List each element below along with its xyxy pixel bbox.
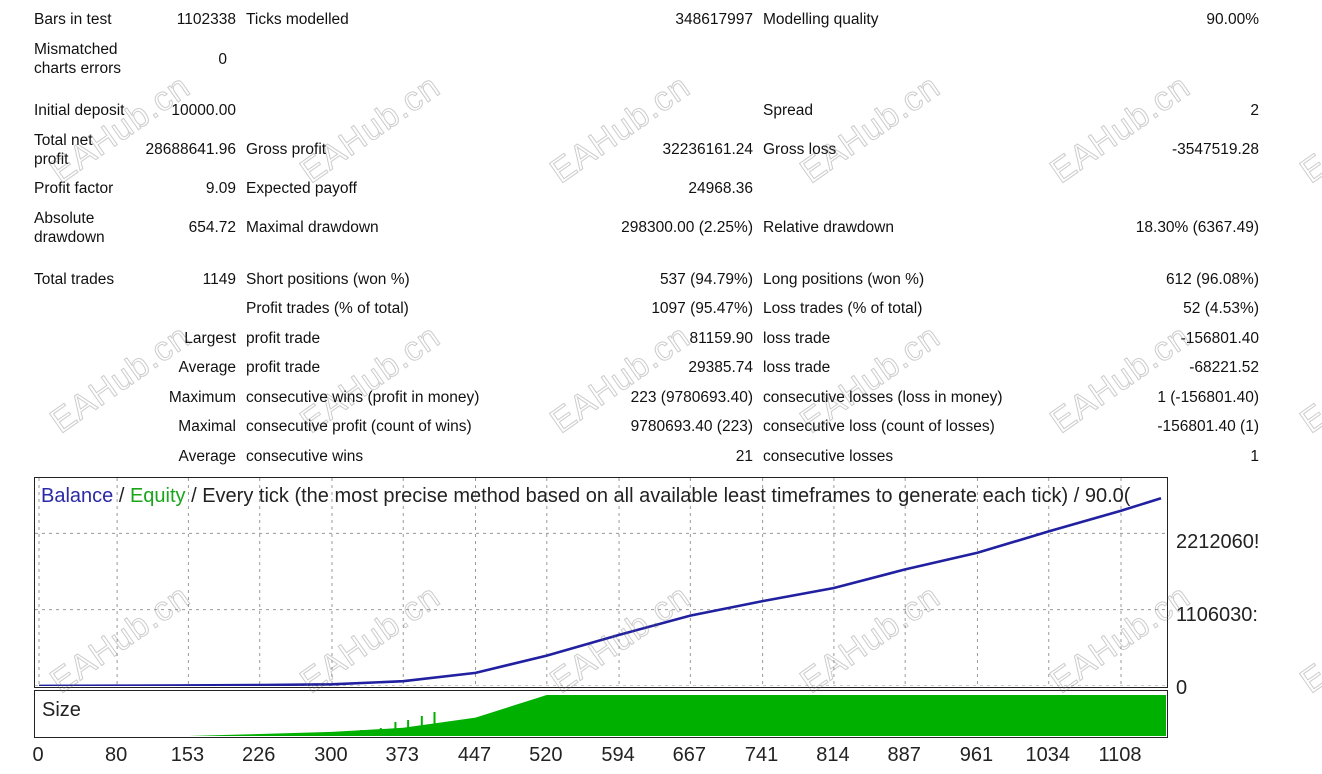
short-positions-label: Short positions (won %) <box>246 271 410 288</box>
x-tick-label: 373 <box>385 744 419 766</box>
maximum-losses-value: 1 (-156801.40) <box>1157 389 1259 406</box>
x-tick-label: 887 <box>887 744 921 766</box>
profit-trades-value: 1097 (95.47%) <box>651 300 753 317</box>
ticks-modelled-value: 348617997 <box>675 11 753 28</box>
expected-payoff-label: Expected payoff <box>246 180 357 197</box>
x-tick-label: 153 <box>170 744 205 766</box>
maximum-losses-label: consecutive losses (loss in money) <box>763 389 1003 406</box>
x-tick-label: 594 <box>601 744 635 766</box>
largest-profit-label: profit trade <box>246 330 321 347</box>
chart-title: Balance / Equity / Every tick (the most … <box>41 485 1130 508</box>
total-trades-value: 1149 <box>202 271 236 288</box>
average-losses-label: consecutive losses <box>763 448 894 465</box>
size-series-area <box>39 695 1166 736</box>
loss-trades-value: 52 (4.53%) <box>1183 300 1259 317</box>
short-positions-value: 537 (94.79%) <box>659 271 753 288</box>
balance-chart: Balance / Equity / Every tick (the most … <box>34 477 1168 688</box>
loss-trades-label: Loss trades (% of total) <box>763 300 923 317</box>
maximal-drawdown-label: Maximal drawdown <box>246 219 379 236</box>
expected-payoff-value: 24968.36 <box>688 180 753 197</box>
x-tick-label: 0 <box>32 744 44 766</box>
bars-in-test-value: 1102338 <box>176 11 236 28</box>
total-net-profit-label: Total net profit <box>34 132 93 168</box>
average-loss-value: -68221.52 <box>1189 359 1259 376</box>
maximal-profit-value: 9780693.40 (223) <box>630 418 753 435</box>
maximal-loss-label: consecutive loss (count of losses) <box>763 418 995 435</box>
average-consecutive-label: Average <box>178 448 236 465</box>
total-net-profit-value: 28688641.96 <box>145 141 236 158</box>
x-tick-label: 1034 <box>1025 744 1070 766</box>
x-tick-label: 80 <box>104 744 128 766</box>
balance-chart-plot <box>35 478 1166 686</box>
maximum-wins-label: consecutive wins (profit in money) <box>246 389 480 406</box>
average-label: Average <box>178 359 236 376</box>
y-tick-label: 2212060! <box>1176 531 1260 553</box>
average-profit-value: 29385.74 <box>688 359 753 376</box>
initial-deposit-value: 10000.00 <box>171 102 236 119</box>
largest-profit-value: 81159.90 <box>689 330 754 347</box>
modelling-quality-label: Modelling quality <box>763 11 879 28</box>
x-tick-label: 741 <box>744 744 779 766</box>
chart-title-rest: / Every tick (the most precise method ba… <box>185 485 1131 507</box>
chart-title-equity: Equity <box>129 485 186 507</box>
gross-loss-value: -3547519.28 <box>1171 141 1259 158</box>
y-tick-label: 1106030: <box>1176 604 1258 626</box>
average-losses-value: 1 <box>1250 448 1259 465</box>
x-tick-label: 667 <box>672 744 707 766</box>
x-tick-label: 1108 <box>1098 744 1142 766</box>
size-chart-plot <box>39 695 1166 736</box>
x-tick-label: 814 <box>816 744 850 766</box>
y-tick-label: 0 <box>1176 677 1188 699</box>
average-profit-label: profit trade <box>246 359 321 376</box>
largest-label: Largest <box>184 330 236 347</box>
gross-profit-value: 32236161.24 <box>662 141 753 158</box>
largest-loss-value: -156801.40 <box>1180 330 1259 347</box>
bars-in-test-label: Bars in test <box>34 11 112 28</box>
gross-profit-label: Gross profit <box>246 141 327 158</box>
x-tick-label: 447 <box>457 744 492 766</box>
chart-title-sep: / <box>113 485 130 507</box>
x-tick-label: 300 <box>314 744 348 766</box>
relative-drawdown-value: 18.30% (6367.49) <box>1135 219 1259 236</box>
average-wins-value: 21 <box>735 448 753 465</box>
maximal-loss-value: -156801.40 (1) <box>1157 418 1259 435</box>
spread-label: Spread <box>763 102 813 119</box>
maximum-wins-value: 223 (9780693.40) <box>630 389 753 406</box>
maximal-drawdown-value: 298300.00 (2.25%) <box>621 219 753 236</box>
long-positions-value: 612 (96.08%) <box>1165 271 1259 288</box>
maximal-label: Maximal <box>178 418 236 435</box>
maximum-label: Maximum <box>168 389 236 406</box>
maximal-profit-label: consecutive profit (count of wins) <box>246 418 472 435</box>
balance-series-line <box>38 497 1162 686</box>
modelling-quality-value: 90.00% <box>1206 11 1259 28</box>
mismatched-label: Mismatched charts errors <box>34 41 121 77</box>
mismatched-value: 0 <box>218 51 227 68</box>
report-stats: Bars in test 1102338 Ticks modelled 3486… <box>34 11 1259 465</box>
x-tick-label: 520 <box>529 744 563 766</box>
chart-title-balance: Balance <box>41 485 114 507</box>
total-trades-label: Total trades <box>34 271 115 288</box>
x-tick-label: 961 <box>959 744 994 766</box>
initial-deposit-label: Initial deposit <box>34 102 125 119</box>
gross-loss-label: Gross loss <box>763 141 837 158</box>
ticks-modelled-label: Ticks modelled <box>246 11 349 28</box>
spread-value: 2 <box>1250 102 1259 119</box>
profit-trades-label: Profit trades (% of total) <box>246 300 409 317</box>
relative-drawdown-label: Relative drawdown <box>763 219 894 236</box>
largest-loss-label: loss trade <box>763 330 831 347</box>
average-wins-label: consecutive wins <box>246 448 364 465</box>
profit-factor-label: Profit factor <box>34 180 114 197</box>
absolute-drawdown-label: Absolute drawdown <box>34 210 105 246</box>
watermark: EAHub.cn <box>1293 577 1322 702</box>
long-positions-label: Long positions (won %) <box>763 271 925 288</box>
x-tick-label: 226 <box>242 744 276 766</box>
absolute-drawdown-value: 654.72 <box>188 219 236 236</box>
profit-factor-value: 9.09 <box>205 180 236 197</box>
size-label: Size <box>42 699 81 721</box>
size-chart: Size <box>34 690 1168 738</box>
average-loss-label: loss trade <box>763 359 831 376</box>
